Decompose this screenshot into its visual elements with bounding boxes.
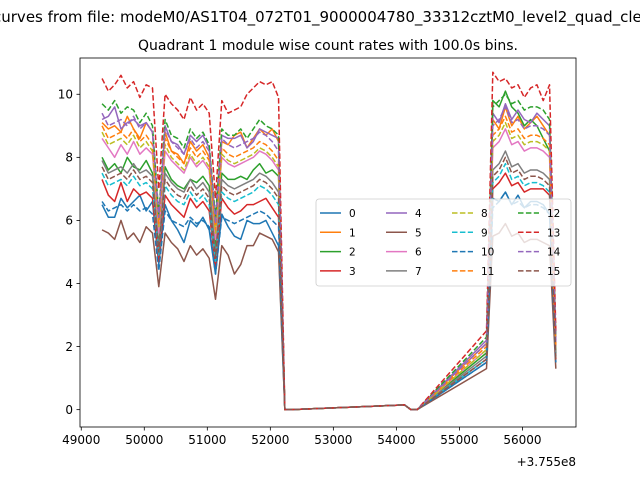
plot-frame <box>79 57 577 428</box>
y-tick-label: 10 <box>58 88 73 102</box>
y-tick-label: 6 <box>65 214 73 228</box>
y-tick-label: 8 <box>65 151 73 165</box>
legend-label-12: 12 <box>547 208 560 220</box>
legend-label-7: 7 <box>415 266 422 278</box>
legend-label-5: 5 <box>415 227 422 239</box>
y-axis-ticks: 0 2 4 6 8 10 <box>58 88 80 417</box>
legend-label-2: 2 <box>349 247 356 259</box>
legend-label-1: 1 <box>349 227 356 239</box>
x-tick-label: 55000 <box>440 433 478 447</box>
legend-label-13: 13 <box>547 227 560 239</box>
legend-box <box>315 198 572 287</box>
x-tick-label: 56000 <box>503 433 541 447</box>
legend-label-10: 10 <box>481 247 494 259</box>
figure-suptitle: Light curves from file: modeM0/AS1T04_07… <box>0 8 640 27</box>
legend-label-11: 11 <box>481 266 494 278</box>
legend-label-3: 3 <box>349 266 356 278</box>
series-line-15 <box>101 156 557 411</box>
series-line-0 <box>101 191 557 411</box>
series-line-9 <box>101 162 557 411</box>
y-tick-label: 2 <box>65 340 73 354</box>
legend-label-4: 4 <box>415 208 422 220</box>
series-line-10 <box>101 191 557 411</box>
series-line-11 <box>101 115 557 411</box>
y-tick-label: 4 <box>65 277 73 291</box>
y-tick-label: 0 <box>65 403 73 417</box>
series-line-4 <box>101 102 557 411</box>
x-tick-label: 51000 <box>188 433 226 447</box>
series-line-6 <box>101 128 557 411</box>
series-line-12 <box>101 93 557 411</box>
x-tick-label: 54000 <box>377 433 415 447</box>
legend-label-15: 15 <box>547 266 560 278</box>
series-line-14 <box>101 106 557 411</box>
x-tick-label: 52000 <box>251 433 289 447</box>
series-line-13 <box>101 71 557 411</box>
plot-lines <box>101 71 557 411</box>
chart-title: Quadrant 1 module wise count rates with … <box>138 38 518 54</box>
x-tick-label: 53000 <box>314 433 352 447</box>
legend-label-14: 14 <box>547 247 561 259</box>
legend-label-6: 6 <box>415 247 422 259</box>
x-offset-label: +3.755e8 <box>517 455 576 469</box>
x-axis-ticks: 49000 50000 51000 52000 53000 54000 55000 56000 <box>62 427 542 447</box>
x-tick-label: 49000 <box>62 433 100 447</box>
series-line-7 <box>101 150 557 411</box>
series-line-3 <box>101 172 557 411</box>
legend-label-0: 0 <box>349 208 356 220</box>
legend-label-8: 8 <box>481 208 488 220</box>
legend-label-9: 9 <box>481 227 488 239</box>
x-tick-label: 50000 <box>125 433 163 447</box>
series-line-8 <box>101 121 557 411</box>
